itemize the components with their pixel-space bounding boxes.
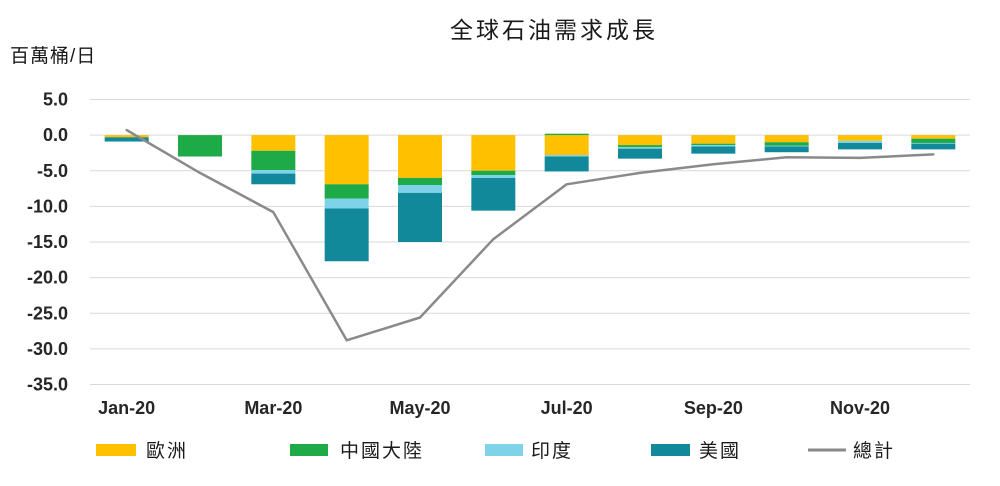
bar-series-3-month-10: [764, 146, 809, 153]
y-tick-label: -35.0: [27, 375, 68, 395]
legend-item-india: 印度: [485, 440, 573, 462]
y-tick-label: -10.0: [27, 196, 68, 216]
legend-swatch-india: [485, 444, 523, 456]
bar-series-3-month-3: [251, 173, 296, 185]
bar-series-3-month-12: [911, 143, 956, 150]
bar-series-3-month-11: [838, 142, 882, 150]
bar-series-1-month-8: [618, 145, 662, 148]
total-line: [125, 128, 935, 342]
y-tick-label: 0.0: [43, 125, 68, 145]
bar-series-3-month-5: [398, 192, 442, 242]
y-tick-label: -25.0: [27, 303, 68, 323]
bar-series-0-month-3: [251, 135, 296, 151]
y-axis-tick-labels: 5.0 0.0 -5.0 -10.0 -15.0 -20.0 -25.0 -30.0 -35.0: [27, 90, 68, 395]
legend-swatch-china: [290, 444, 328, 456]
gridlines: [90, 99, 970, 385]
bar-series-3-month-9: [691, 146, 736, 154]
bar-series-0-month-12: [911, 135, 956, 139]
bar-series-0-month-11: [838, 135, 882, 141]
bar-series-0-month-1: [104, 135, 149, 138]
bar-series-0-month-4: [324, 135, 369, 185]
bar-series-2-month-5: [398, 185, 442, 193]
bar-series-1-month-12: [911, 138, 956, 143]
bar-series-0-month-6: [471, 135, 516, 171]
bar-series-3-month-1: [104, 137, 149, 142]
bar-series-3-month-6: [471, 177, 516, 211]
bar-series-2-month-6: [471, 175, 516, 178]
legend-item-total: 總計: [808, 440, 895, 462]
y-tick-label: -20.0: [27, 268, 68, 288]
stacked-bars: [104, 133, 956, 262]
bar-series-1-month-4: [324, 184, 369, 199]
bar-series-1-month-10: [764, 142, 809, 146]
x-axis-tick-labels: Jan-20 Mar-20 May-20 Jul-20 Sep-20 Nov-20: [98, 398, 890, 418]
bar-series-0-month-10: [764, 135, 809, 143]
bar-series-2-month-12: [911, 142, 956, 144]
bar-series-1-month-6: [471, 170, 516, 176]
x-tick-label: Nov-20: [830, 398, 890, 418]
y-tick-label: -15.0: [27, 232, 68, 252]
bar-series-1-month-9: [691, 143, 736, 146]
bar-series-1-month-2: [178, 135, 222, 157]
x-tick-label: Mar-20: [244, 398, 302, 418]
legend: 歐洲 中國大陸 印度 美國 總計: [96, 440, 895, 462]
legend-swatch-europe: [96, 444, 136, 456]
x-tick-label: Sep-20: [684, 398, 743, 418]
bar-series-2-month-8: [618, 147, 662, 149]
bar-series-1-month-3: [251, 150, 296, 171]
bar-series-3-month-4: [324, 208, 369, 262]
legend-label-europe: 歐洲: [146, 440, 188, 462]
total-series: [125, 128, 935, 342]
bar-series-0-month-7: [544, 135, 589, 156]
bar-series-2-month-10: [764, 145, 809, 147]
bar-series-0-month-8: [618, 135, 662, 146]
legend-swatch-us: [651, 444, 690, 456]
bar-series-2-month-3: [251, 170, 296, 174]
legend-label-total: 總計: [853, 440, 895, 462]
legend-item-us: 美國: [651, 440, 741, 462]
y-axis-unit-label: 百萬桶/日: [10, 45, 96, 67]
bar-series-0-month-9: [691, 135, 736, 144]
bar-series-1-month-7: [544, 133, 589, 136]
legend-item-china: 中國大陸: [290, 440, 424, 462]
legend-label-us: 美國: [699, 440, 741, 462]
legend-label-india: 印度: [531, 440, 573, 462]
bar-series-3-month-8: [618, 148, 662, 159]
x-tick-label: Jan-20: [98, 398, 155, 418]
bar-series-0-month-5: [398, 135, 442, 178]
y-tick-label: -30.0: [27, 339, 68, 359]
chart-title: 全球石油需求成長: [450, 17, 658, 43]
x-tick-label: Jul-20: [541, 398, 593, 418]
bar-series-1-month-5: [398, 177, 442, 185]
bar-series-2-month-9: [691, 145, 736, 147]
bar-series-2-month-7: [544, 155, 589, 157]
bar-series-2-month-4: [324, 198, 369, 209]
y-tick-label: 5.0: [43, 90, 68, 110]
y-tick-label: -5.0: [37, 161, 68, 181]
legend-label-china: 中國大陸: [340, 440, 424, 462]
x-tick-label: May-20: [389, 398, 450, 418]
legend-item-europe: 歐洲: [96, 440, 188, 462]
bar-series-2-month-11: [838, 140, 882, 143]
bar-series-3-month-7: [544, 156, 589, 172]
